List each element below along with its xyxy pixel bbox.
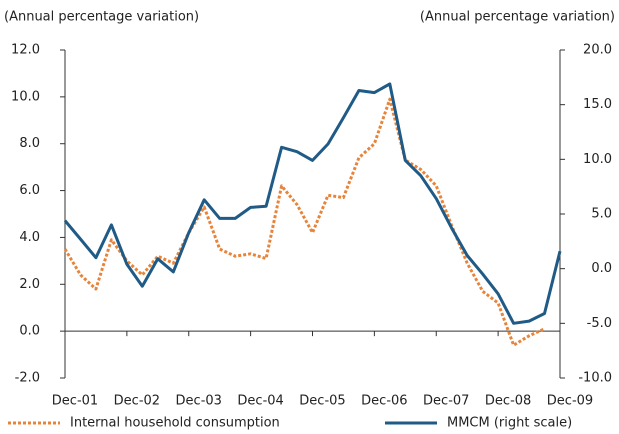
x-tick-label: Dec-06 — [361, 394, 407, 409]
y-tick-label: 8.0 — [19, 136, 40, 151]
y2-tick-label: 15.0 — [583, 97, 612, 112]
y2-tick-label: 0.0 — [591, 261, 612, 276]
y-tick-label: 10.0 — [11, 89, 40, 104]
x-tick-label: Dec-04 — [237, 394, 283, 409]
series-line — [63, 82, 562, 325]
x-tick-label: Dec-08 — [485, 394, 531, 409]
y-tick-label: 4.0 — [19, 230, 40, 245]
x-tick-label: Dec-01 — [52, 394, 98, 409]
y2-axis-label: (Annual percentage variation) — [420, 10, 615, 25]
x-tick-label: Dec-09 — [547, 394, 593, 409]
x-tick-label: Dec-03 — [176, 394, 222, 409]
y-tick-label: 12.0 — [11, 43, 40, 58]
legend-label: MMCM (right scale) — [447, 416, 572, 431]
y2-tick-label: 5.0 — [591, 207, 612, 222]
x-tick-label: Dec-02 — [114, 394, 160, 409]
y-tick-label: 2.0 — [19, 277, 40, 292]
x-tick-label: Dec-05 — [299, 394, 345, 409]
y-tick-label: 6.0 — [19, 183, 40, 198]
y2-tick-label: -10.0 — [578, 371, 612, 386]
series-line — [63, 97, 546, 347]
y-axis-label: (Annual percentage variation) — [4, 10, 199, 25]
y-tick-label: 0.0 — [19, 324, 40, 339]
y2-tick-label: -5.0 — [587, 316, 612, 331]
y2-tick-label: 20.0 — [583, 43, 612, 58]
y-tick-label: -2.0 — [15, 371, 40, 386]
y2-tick-label: 10.0 — [583, 152, 612, 167]
x-tick-label: Dec-07 — [423, 394, 469, 409]
legend-label: Internal household consumption — [70, 416, 280, 431]
